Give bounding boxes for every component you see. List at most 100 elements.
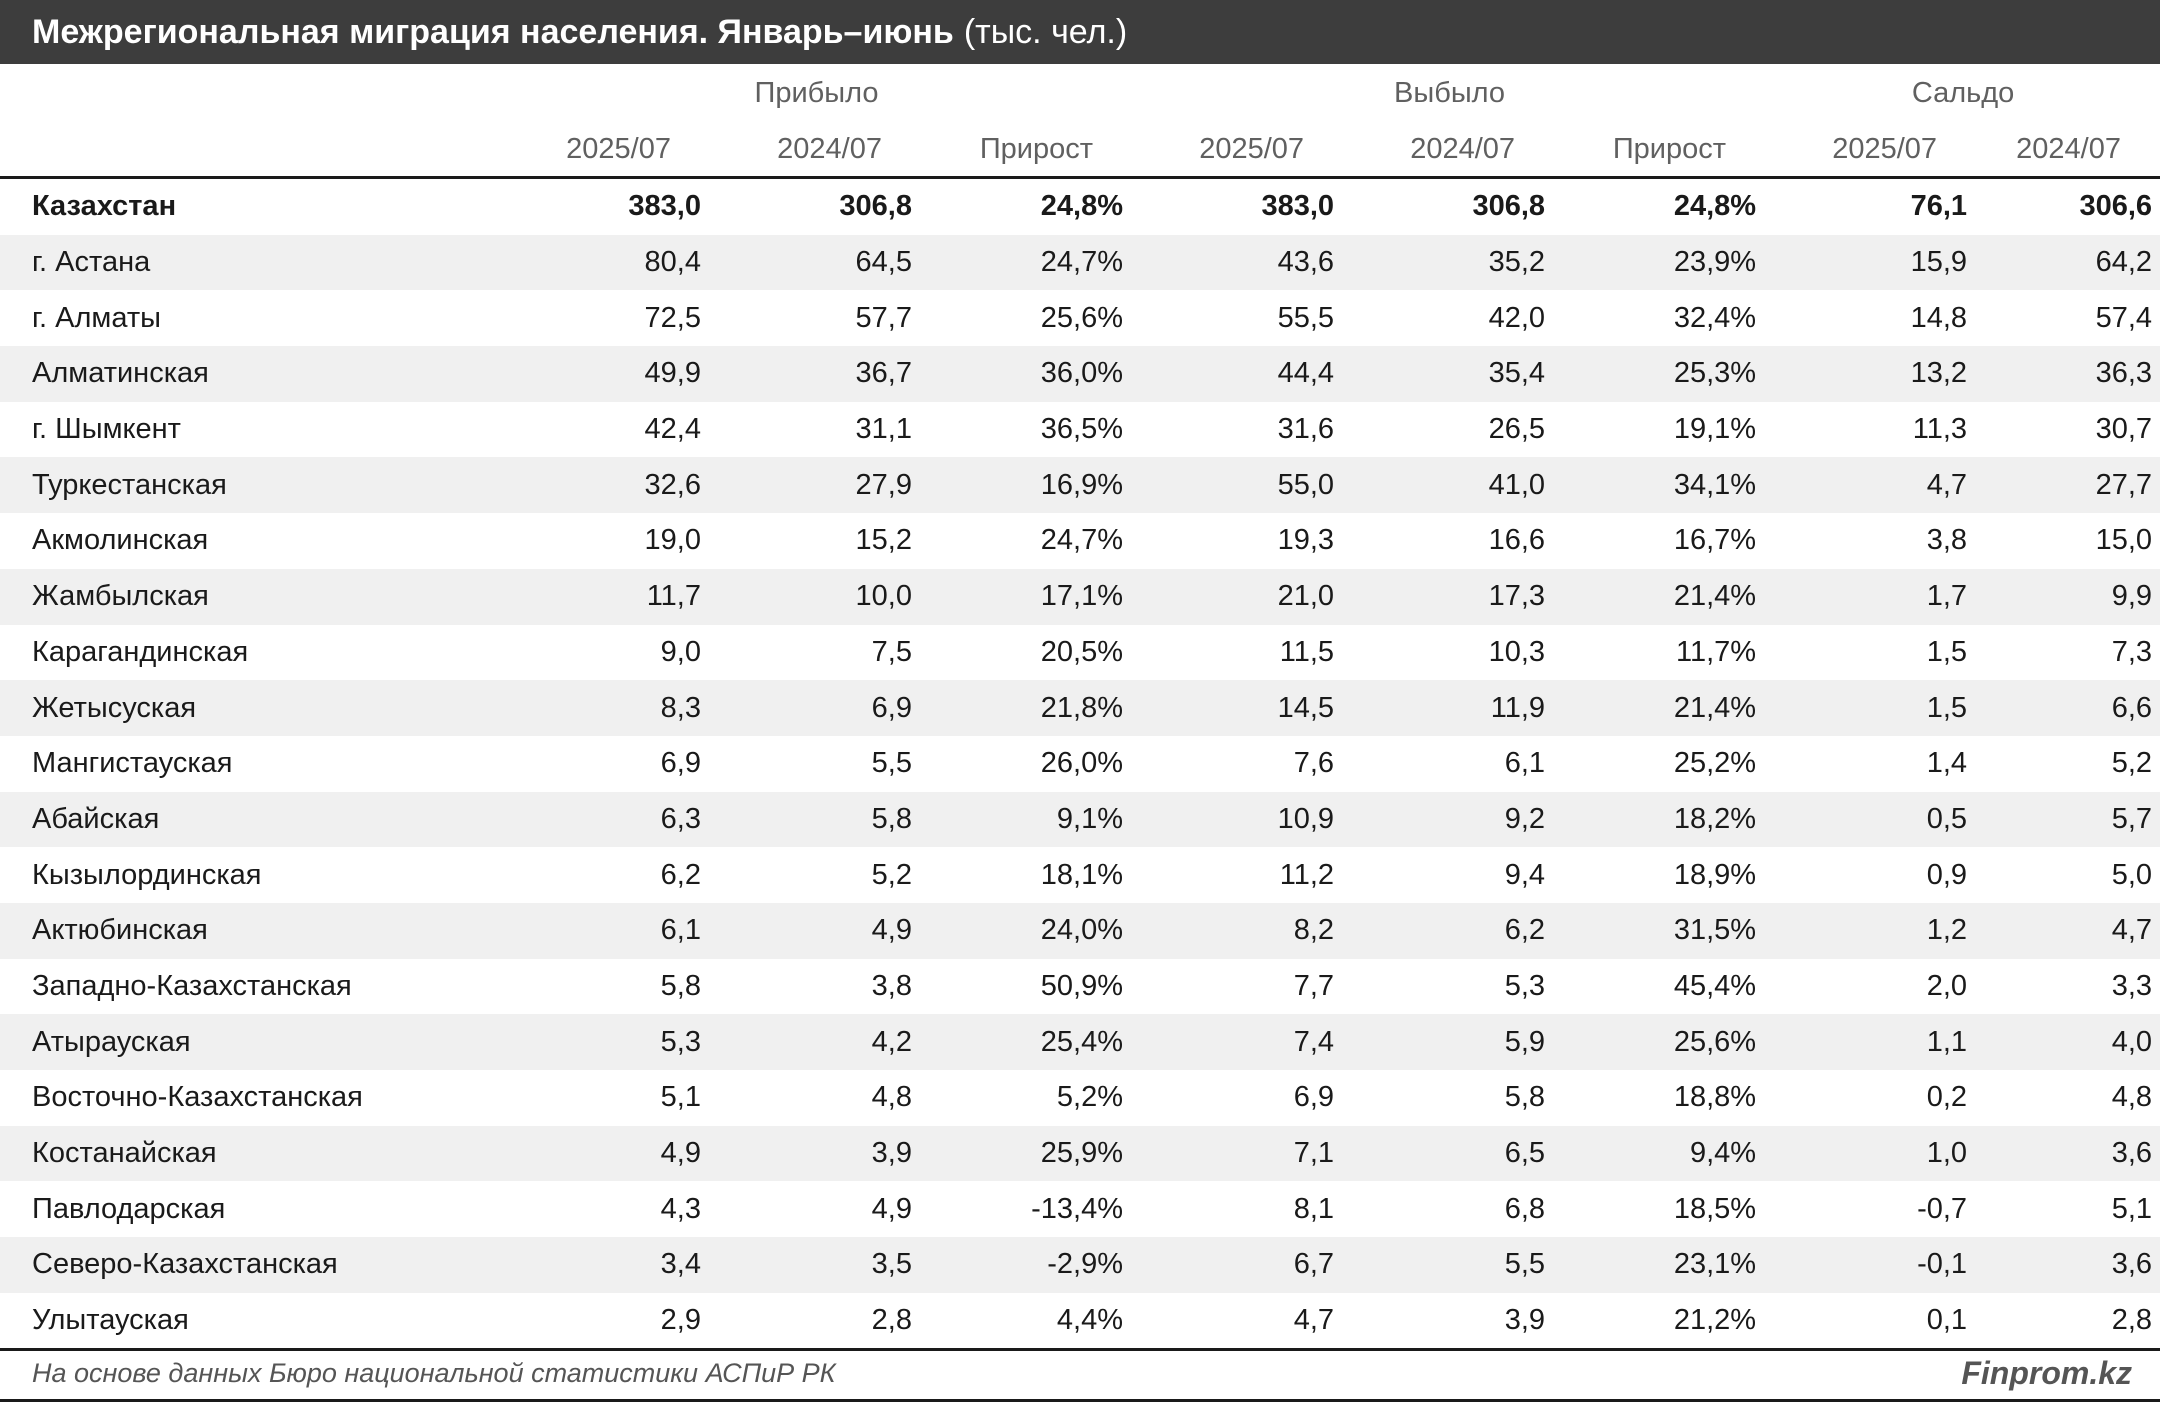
- cell-value: 24,7%: [922, 234, 1134, 291]
- cell-value: 6,1: [1504, 747, 1546, 780]
- cell-value: 9,0: [660, 635, 701, 668]
- cell-value: 4,4%: [922, 1292, 1134, 1352]
- region-name: Восточно-Казахстанская: [32, 1081, 363, 1114]
- cell-value: 4,0: [1977, 1014, 2160, 1070]
- cell-value: 23,9%: [1555, 234, 1767, 291]
- cell-value: 1,7: [1766, 568, 1978, 625]
- source-note: На основе данных Бюро национальной стати…: [32, 1358, 836, 1388]
- cell-value: 4,2: [711, 1014, 922, 1070]
- cell-value: 11,7%: [1675, 635, 1757, 668]
- cell-value: 18,8%: [1673, 1081, 1757, 1114]
- cell-value: 16,6: [1488, 524, 1546, 557]
- table-body: Казахстан 383,0 306,8 24,8% 383,0 306,8 24,8% 7…: [0, 178, 2160, 1352]
- cell-value: 32,4%: [1673, 301, 1757, 334]
- cell-value: 6,9: [1293, 1081, 1335, 1114]
- cell-value: 18,9%: [1673, 858, 1757, 891]
- cell-value: 9,4: [1504, 858, 1546, 891]
- region-name: Карагандинская: [32, 635, 249, 668]
- col-header: Прирост: [922, 122, 1134, 179]
- cell-value: 6,2: [1344, 902, 1556, 959]
- migration-table: Прибыло Выбыло Сальдо 2025/07 2024/07 Пр…: [0, 64, 2160, 1352]
- region-name: Алматинская: [0, 346, 500, 402]
- cell-value: 0,9: [1926, 858, 1968, 891]
- cell-value: 64,2: [1977, 234, 2160, 291]
- table-row: г. Алматы 72,5 57,7 25,6% 55,5 42,0 32,4% 14,8 5…: [0, 290, 2160, 346]
- cell-value: 5,5: [1344, 1237, 1556, 1293]
- cell-value: 23,1%: [1555, 1237, 1767, 1293]
- col-header: 2025/07: [1766, 122, 1978, 179]
- cell-value: 11,7: [500, 568, 711, 625]
- cell-value: 6,8: [1504, 1192, 1546, 1225]
- cell-value: 9,9: [1977, 568, 2160, 625]
- region-name: г. Алматы: [32, 301, 161, 334]
- cell-value: 24,8%: [1040, 190, 1124, 223]
- cell-value: 3,8: [1926, 524, 1968, 557]
- cell-value: 6,9: [711, 680, 922, 736]
- cell-value: 0,1: [1766, 1292, 1978, 1352]
- table-row: Мангистауская 6,9 5,5 26,0% 7,6 6,1 25,2% 1,4 5,…: [0, 736, 2160, 792]
- cell-value: 36,0%: [922, 346, 1134, 402]
- cell-value: 14,8: [1910, 301, 1968, 334]
- cell-value: 7,5: [871, 635, 912, 668]
- cell-value: 17,3: [1344, 568, 1556, 625]
- cell-value: 44,4: [1133, 346, 1345, 402]
- cell-value: 25,3%: [1555, 346, 1767, 402]
- table-title-bar: Межрегиональная миграция населения. Янва…: [0, 0, 2160, 64]
- table-row: г. Шымкент 42,4 31,1 36,5% 31,6 26,5 19,1% 11,3…: [0, 402, 2160, 458]
- cell-value: 5,1: [660, 1081, 701, 1114]
- cell-value: 31,6: [1277, 413, 1335, 446]
- cell-value: 0,5: [1766, 791, 1978, 848]
- cell-value: 42,0: [1488, 301, 1546, 334]
- cell-value: 8,1: [1293, 1192, 1335, 1225]
- table-row: Павлодарская 4,3 4,9 -13,4% 8,1 6,8 18,5% -0,7 5…: [0, 1181, 2160, 1237]
- table-row: Абайская 6,3 5,8 9,1% 10,9 9,2 18,2% 0,5 5,7: [0, 791, 2160, 848]
- table-row-total: Казахстан 383,0 306,8 24,8% 383,0 306,8 24,8% 7…: [0, 178, 2160, 235]
- cell-value: 35,4: [1344, 346, 1556, 402]
- cell-value: 5,2%: [1056, 1081, 1124, 1114]
- region-name: Жетысуская: [0, 680, 500, 736]
- cell-value: 13,2: [1766, 346, 1978, 402]
- cell-value: 4,7: [1133, 1292, 1345, 1352]
- cell-value: 4,9: [500, 1125, 711, 1182]
- cell-value: 25,4%: [922, 1014, 1134, 1070]
- cell-value: 27,9: [711, 457, 922, 514]
- cell-value: 19,1%: [1673, 413, 1757, 446]
- cell-value: 57,7: [855, 301, 912, 334]
- region-name: Абайская: [0, 791, 500, 848]
- region-name: Жамбылская: [0, 568, 500, 625]
- cell-value: 18,2%: [1555, 791, 1767, 848]
- table-row: Жетысуская 8,3 6,9 21,8% 14,5 11,9 21,4% 1,5 6,6: [0, 680, 2160, 736]
- cell-value: 19,3: [1277, 524, 1335, 557]
- table-row: Карагандинская 9,0 7,5 20,5% 11,5 10,3 11,7% 1,…: [0, 625, 2160, 681]
- cell-value: 383,0: [1261, 190, 1335, 223]
- col-header: 2024/07: [711, 122, 922, 179]
- cell-value: 3,6: [1977, 1237, 2160, 1293]
- table-footer: На основе данных Бюро национальной стати…: [0, 1348, 2160, 1402]
- cell-value: 306,8: [839, 190, 912, 223]
- cell-value: 3,9: [1344, 1292, 1556, 1352]
- cell-value: 55,0: [1133, 457, 1345, 514]
- cell-value: 3,9: [711, 1125, 922, 1182]
- region-name: Атырауская: [0, 1014, 500, 1070]
- table-title: Межрегиональная миграция населения. Янва…: [32, 12, 954, 51]
- cell-value: 55,5: [1277, 301, 1335, 334]
- cell-value: 4,7: [1977, 902, 2160, 959]
- table-row: г. Астана 80,4 64,5 24,7% 43,6 35,2 23,9% 15,9 6…: [0, 234, 2160, 291]
- cell-value: 5,2: [871, 858, 912, 891]
- cell-value: 11,5: [1279, 635, 1335, 668]
- cell-value: 5,8: [1504, 1081, 1546, 1114]
- cell-value: 80,4: [500, 234, 711, 291]
- cell-value: 24,7%: [1040, 524, 1124, 557]
- cell-value: 10,3: [1488, 635, 1546, 668]
- table-row: Актюбинская 6,1 4,9 24,0% 8,2 6,2 31,5% 1,2 4,7: [0, 902, 2160, 959]
- cell-value: 3,4: [500, 1237, 711, 1293]
- cell-value: 21,4%: [1555, 568, 1767, 625]
- cell-value: 27,7: [1977, 457, 2160, 514]
- cell-value: 50,9%: [1040, 969, 1124, 1002]
- cell-value: 6,5: [1344, 1125, 1556, 1182]
- cell-value: 9,4%: [1555, 1125, 1767, 1182]
- cell-value: 42,4: [644, 413, 701, 446]
- cell-value: 31,1: [855, 413, 912, 446]
- cell-value: 7,3: [2111, 635, 2153, 668]
- cell-value: 16,9%: [922, 457, 1134, 514]
